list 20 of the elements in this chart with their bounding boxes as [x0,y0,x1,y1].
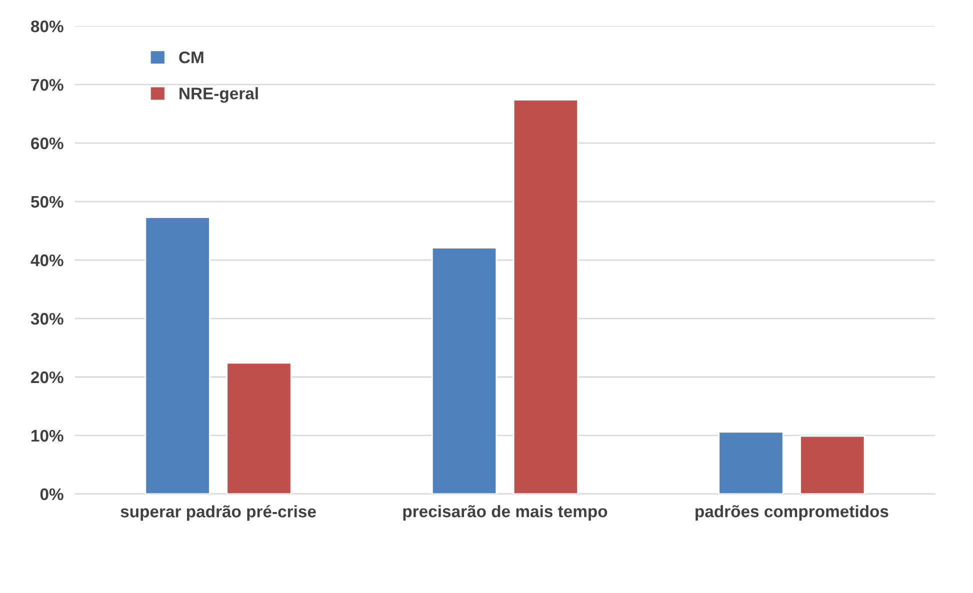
y-tick-label: 40% [30,254,64,266]
bar [226,362,292,494]
bar [144,216,210,494]
y-tick-label: 20% [31,371,64,384]
y-tick-label: 80% [30,20,64,32]
y-tick-label: 70% [31,78,64,91]
legend-label: CM [179,51,204,64]
y-tick-label: 50% [30,196,64,208]
y-tick-label: 10% [32,430,64,442]
y-tick-label: 30% [30,312,64,325]
y-tick-label: 0% [40,488,64,500]
x-tick-label: precisarão de mais tempo [403,505,608,521]
x-tick-label: superar padrão pré-crise [120,505,316,521]
bar [718,431,784,494]
bar [800,435,866,494]
bar [512,99,579,494]
legend-label: NRE-geral [180,87,258,103]
x-tick-label: padrões comprometidos [696,505,888,521]
y-tick-label: 60% [31,137,64,150]
bar [431,247,498,494]
